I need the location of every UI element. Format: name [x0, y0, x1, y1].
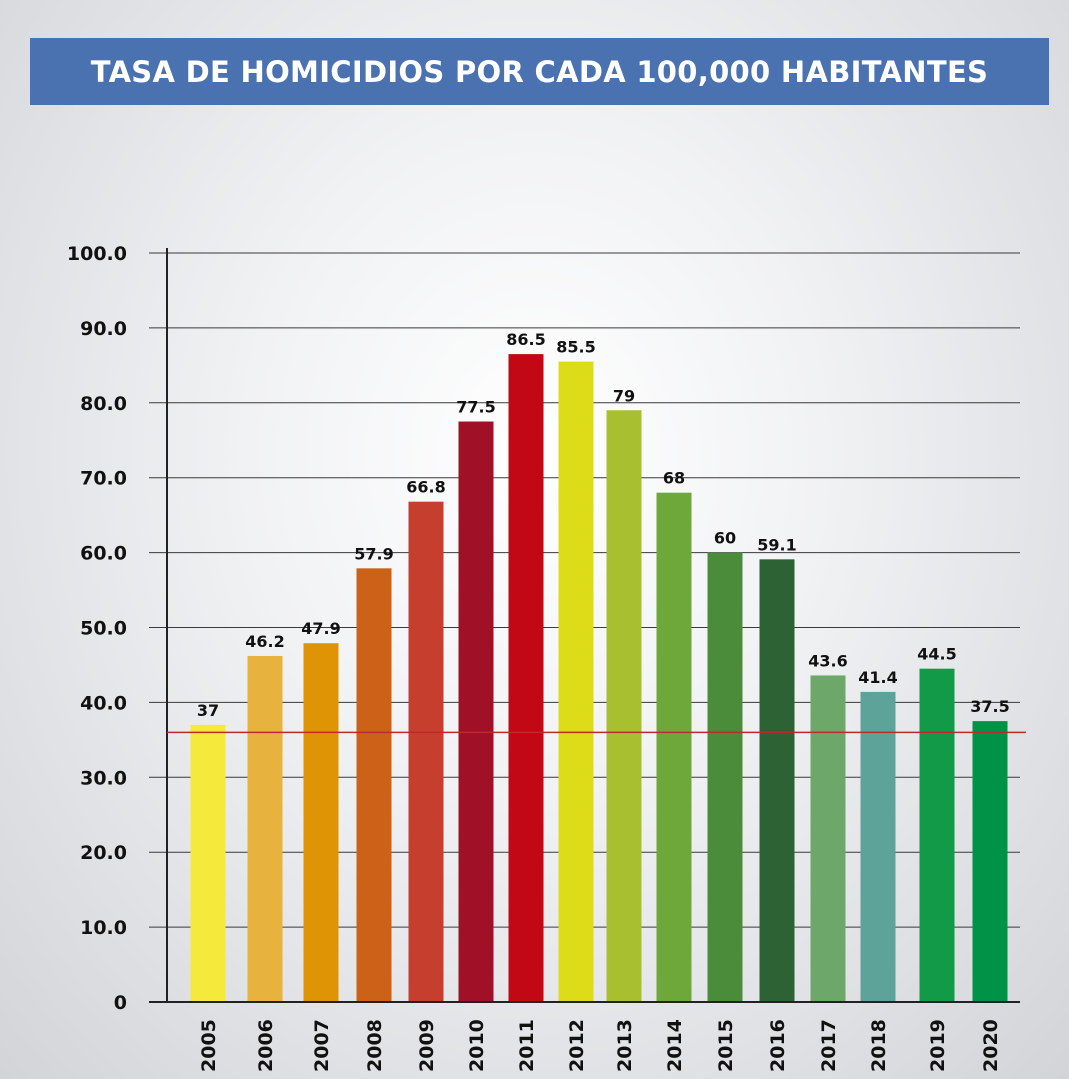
- x-tick-label-2008: 2008: [364, 1019, 386, 1072]
- bar-2018: [860, 691, 896, 1002]
- bar-2020: [972, 721, 1008, 1002]
- bar-2010: [458, 421, 494, 1002]
- x-tick-label-2017: 2017: [818, 1019, 840, 1072]
- x-tick-label-2015: 2015: [715, 1019, 737, 1072]
- x-tick-label-2020: 2020: [980, 1019, 1002, 1072]
- bar-2008: [356, 568, 392, 1002]
- y-tick-label: 70.0: [80, 468, 127, 490]
- x-tick-label-2010: 2010: [466, 1019, 488, 1072]
- x-tick-label-2005: 2005: [198, 1019, 220, 1072]
- y-tick-label: 60.0: [80, 543, 127, 565]
- x-tick-label-2014: 2014: [664, 1019, 686, 1072]
- y-tick-label: 30.0: [80, 767, 127, 789]
- bar-2007: [303, 643, 339, 1002]
- x-tick-label-2009: 2009: [416, 1019, 438, 1072]
- bar-2017: [810, 675, 846, 1002]
- data-label-2011: 86.5: [506, 330, 545, 349]
- bar-2011: [508, 354, 544, 1002]
- x-tick-label-2006: 2006: [255, 1019, 277, 1072]
- data-label-2008: 57.9: [354, 544, 393, 563]
- data-label-2012: 85.5: [556, 338, 595, 357]
- data-label-2010: 77.5: [456, 398, 495, 417]
- chart-title: TASA DE HOMICIDIOS POR CADA 100,000 HABI…: [90, 54, 989, 89]
- bar-2006: [247, 655, 283, 1002]
- data-label-2013: 79: [613, 386, 635, 405]
- bar-2014: [656, 492, 692, 1002]
- bar-2016: [759, 559, 795, 1002]
- x-tick-label-2007: 2007: [311, 1019, 333, 1072]
- y-tick-label: 40.0: [80, 692, 127, 714]
- y-tick-label: 90.0: [80, 318, 127, 340]
- data-label-2006: 46.2: [245, 632, 284, 651]
- y-tick-label: 50.0: [80, 618, 127, 640]
- data-label-2016: 59.1: [757, 535, 796, 554]
- y-tick-label: 80.0: [80, 393, 127, 415]
- y-tick-label: 100.0: [67, 243, 127, 265]
- data-label-2007: 47.9: [301, 619, 340, 638]
- x-tick-label-2012: 2012: [566, 1019, 588, 1072]
- data-label-2020: 37.5: [970, 697, 1009, 716]
- data-label-2018: 41.4: [858, 668, 897, 687]
- x-tick-label-2011: 2011: [516, 1019, 538, 1072]
- data-label-2017: 43.6: [808, 651, 847, 670]
- bar-2019: [919, 668, 955, 1002]
- data-label-2014: 68: [663, 469, 685, 488]
- data-label-2019: 44.5: [917, 645, 956, 664]
- x-tick-label-2013: 2013: [614, 1019, 636, 1072]
- bar-2009: [408, 501, 444, 1002]
- y-tick-label: 20.0: [80, 842, 127, 864]
- data-label-2009: 66.8: [406, 478, 445, 497]
- chart-title-bar: TASA DE HOMICIDIOS POR CADA 100,000 HABI…: [30, 38, 1049, 105]
- x-tick-label-2018: 2018: [868, 1019, 890, 1072]
- x-tick-label-2019: 2019: [927, 1019, 949, 1072]
- bar-2012: [558, 361, 594, 1003]
- y-tick-label: 10.0: [80, 917, 127, 939]
- y-tick-label: 0: [114, 992, 127, 1014]
- bar-2005: [190, 724, 226, 1002]
- bar-2013: [606, 410, 642, 1002]
- bar-2015: [707, 552, 743, 1002]
- x-tick-label-2016: 2016: [767, 1019, 789, 1072]
- data-label-2005: 37: [197, 701, 219, 720]
- data-label-2015: 60: [714, 529, 736, 548]
